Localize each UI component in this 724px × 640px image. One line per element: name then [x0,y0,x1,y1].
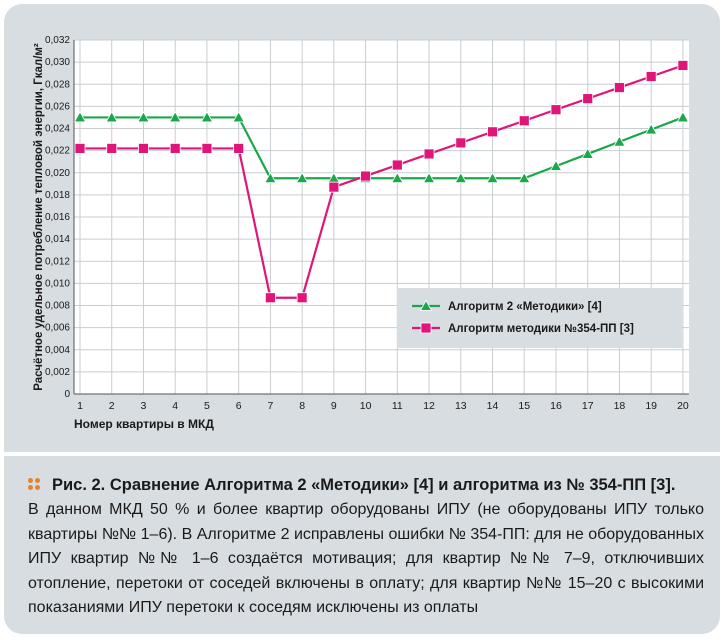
x-tick-label: 16 [550,400,562,412]
data-point [581,147,594,159]
caption-title-row: Рис. 2. Сравнение Алгоритма 2 «Методики»… [28,474,704,496]
x-tick-label: 13 [455,400,467,412]
y-tick-label: 0,006 [45,323,70,334]
y-tick-label: 0,022 [45,146,70,157]
data-point [200,111,214,123]
x-tick-label: 7 [267,400,273,412]
data-point [73,111,87,123]
series-line [80,116,684,180]
data-point [677,60,689,71]
x-axis-label: Номер квартиры в МКД [74,417,214,431]
x-tick-label: 10 [360,400,372,412]
y-tick-label: 0,004 [45,345,70,356]
x-tick-label: 8 [299,400,305,412]
x-tick-label: 3 [141,400,147,412]
data-point [137,111,150,123]
data-point [486,171,499,184]
data-point [232,111,245,123]
data-point [169,111,182,123]
line-chart: 0 0,002 0,004 0,006 0,008 0,010 0,012 0,014 0,01… [33,35,690,431]
data-point [676,111,690,123]
caption-panel: Рис. 2. Сравнение Алгоритма 2 «Методики»… [4,456,720,634]
legend-label: Алгоритм 2 «Методики» [4] [448,301,602,313]
x-tick-label: 12 [423,400,435,412]
legend-box [397,288,682,348]
y-axis-label: Расчётное удельное потребление тепловой … [33,43,45,391]
data-point [201,143,213,154]
legend-label: Алгоритм методики №354-ПП [3] [448,323,634,335]
x-tick-label: 5 [204,400,210,412]
y-tick-label: 0,024 [45,124,70,135]
legend: Алгоритм 2 «Методики» [4] Алгоритм методи… [397,288,682,348]
caption-bullet-icon [28,478,40,490]
x-tick-label: 1 [77,400,83,412]
data-point [454,171,467,184]
data-point [614,82,625,93]
y-tick-label: 0,016 [45,212,70,223]
y-tick-label: 0 [64,389,70,400]
x-tick-label: 4 [172,400,178,412]
legend-item: Алгоритм 2 «Методики» [4] [412,299,602,313]
series-2 [74,60,689,304]
x-tick-label: 2 [109,400,115,412]
data-point [644,123,658,135]
data-point [106,143,118,154]
data-point [296,292,308,304]
y-tick-label: 0,028 [45,79,70,90]
data-point [487,126,498,138]
data-point [264,292,276,304]
y-tick-label: 0,012 [45,256,70,267]
data-point [550,104,562,116]
y-tick-labels: 0 0,002 0,004 0,006 0,008 0,010 0,012 0,014 0,01… [45,35,70,400]
caption-text: В данном МКД 50 % и более квартир оборуд… [28,501,704,616]
data-point [613,135,626,147]
y-tick-label: 0,032 [45,35,70,46]
x-tick-label: 9 [331,400,337,412]
y-tick-label: 0,002 [45,367,70,378]
data-point [295,171,309,184]
legend-marker [420,322,432,334]
data-point [549,159,563,171]
data-point [233,143,245,154]
y-tick-label: 0,014 [45,234,70,245]
x-tick-label: 17 [582,400,594,412]
y-tick-label: 0,010 [45,278,70,289]
x-tick-label: 11 [392,400,403,412]
data-point [328,181,340,193]
data-point [423,148,435,160]
data-point [264,171,277,184]
x-tick-labels: 1 2 3 4 5 6 7 8 9 10 11 12 13 14 15 16 17 18 19 20 [77,400,689,412]
data-point [391,159,403,171]
data-point [645,71,657,82]
data-point [105,111,118,123]
chart-panel: 0 0,002 0,004 0,006 0,008 0,010 0,012 0,014 0,01… [4,4,720,452]
legend-item: Алгоритм методики №354-ПП [3] [412,322,634,335]
y-tick-label: 0,008 [45,301,70,312]
series-layer [73,60,690,304]
caption-title: Рис. 2. Сравнение Алгоритма 2 «Методики»… [52,476,676,494]
data-point [422,171,436,184]
y-tick-label: 0,020 [45,168,70,179]
x-tick-label: 14 [487,400,499,412]
x-tick-label: 18 [614,400,626,412]
x-tick-label: 6 [236,400,242,412]
x-tick-label: 15 [518,400,530,412]
data-point [518,171,531,184]
data-point [169,143,181,154]
data-point [455,137,467,149]
y-tick-label: 0,026 [45,101,70,112]
data-point [360,170,371,182]
x-tick-label: 20 [677,400,689,412]
y-tick-label: 0,018 [45,190,70,201]
legend-marker [419,299,433,311]
data-point [391,171,404,184]
data-point [582,93,594,105]
data-point [74,143,86,154]
data-point [518,115,530,127]
x-tick-label: 19 [645,400,657,412]
y-tick-label: 0,030 [45,57,70,68]
data-point [138,143,149,154]
